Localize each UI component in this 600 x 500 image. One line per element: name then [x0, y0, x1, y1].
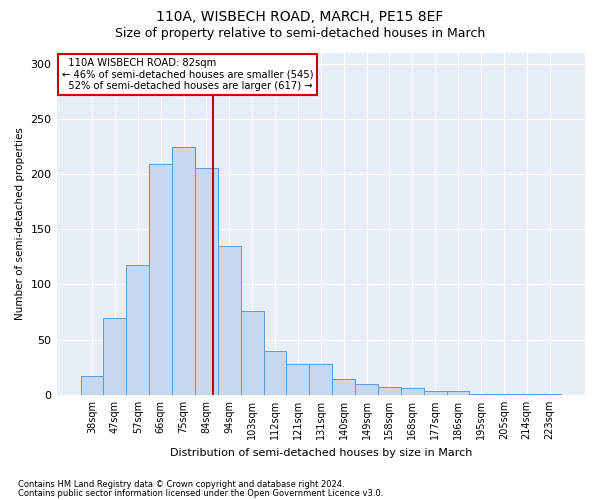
Bar — [195, 168, 218, 395]
Bar — [378, 387, 401, 395]
Text: Contains public sector information licensed under the Open Government Licence v3: Contains public sector information licen… — [18, 490, 383, 498]
Text: Size of property relative to semi-detached houses in March: Size of property relative to semi-detach… — [115, 28, 485, 40]
Text: Contains HM Land Registry data © Crown copyright and database right 2024.: Contains HM Land Registry data © Crown c… — [18, 480, 344, 489]
Y-axis label: Number of semi-detached properties: Number of semi-detached properties — [15, 128, 25, 320]
Bar — [286, 364, 310, 395]
Bar — [103, 318, 127, 395]
Bar — [355, 384, 378, 395]
Bar — [263, 350, 286, 395]
Bar — [469, 394, 493, 395]
Text: 110A WISBECH ROAD: 82sqm
← 46% of semi-detached houses are smaller (545)
  52% o: 110A WISBECH ROAD: 82sqm ← 46% of semi-d… — [62, 58, 313, 91]
Bar — [332, 380, 355, 395]
Bar — [401, 388, 424, 395]
Bar — [241, 311, 263, 395]
Bar — [310, 364, 332, 395]
Text: 110A, WISBECH ROAD, MARCH, PE15 8EF: 110A, WISBECH ROAD, MARCH, PE15 8EF — [157, 10, 443, 24]
X-axis label: Distribution of semi-detached houses by size in March: Distribution of semi-detached houses by … — [170, 448, 472, 458]
Bar — [172, 148, 195, 395]
Bar — [80, 376, 103, 395]
Bar — [538, 394, 561, 395]
Bar — [424, 390, 446, 395]
Bar — [446, 390, 469, 395]
Bar — [218, 246, 241, 395]
Bar — [493, 394, 515, 395]
Bar — [149, 164, 172, 395]
Bar — [515, 394, 538, 395]
Bar — [127, 264, 149, 395]
